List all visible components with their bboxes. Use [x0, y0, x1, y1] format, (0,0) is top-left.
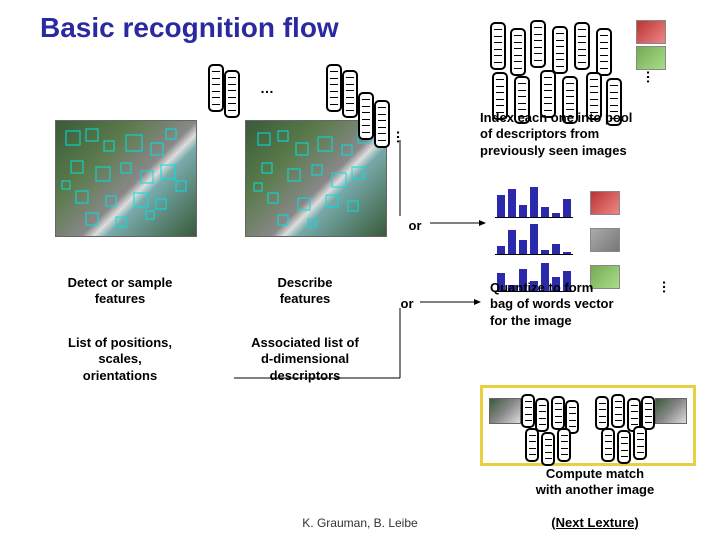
descriptor-vec: [551, 396, 565, 430]
list-pos-label: List of positions,scales,orientations: [40, 335, 200, 384]
descriptor-vec: [510, 28, 526, 76]
descriptor-vec: [641, 396, 655, 430]
ellipsis-pool: …: [644, 70, 660, 84]
descriptor-vec: [224, 70, 240, 118]
describe-label: Describefeatures: [235, 275, 375, 308]
descriptor-vec: [601, 428, 615, 462]
descriptor-vec: [530, 20, 546, 68]
descriptor-vec: [342, 70, 358, 118]
detect-label: Detect or samplefeatures: [40, 275, 200, 308]
descriptor-vec: [358, 92, 374, 140]
ellipsis-descs-v: …: [394, 130, 410, 144]
histogram-thumb: [590, 228, 620, 252]
or-label-1: or: [400, 218, 430, 234]
panda-image-left: [55, 120, 197, 237]
feature-overlay-left: [56, 121, 196, 236]
descriptor-vec: [374, 100, 390, 148]
match-box: [480, 385, 696, 466]
descriptor-vec: [611, 394, 625, 428]
thumb-pool-2: [636, 46, 666, 70]
histogram: [495, 222, 573, 255]
descriptor-vec: [595, 396, 609, 430]
quantize-label: Quantize to formbag of words vectorfor t…: [490, 280, 680, 329]
descriptor-vec: [326, 64, 342, 112]
descriptor-vec: [617, 430, 631, 464]
match-thumb-right: [655, 398, 687, 424]
histogram: [495, 185, 573, 218]
descriptor-vec: [574, 22, 590, 70]
descriptor-vec: [535, 398, 549, 432]
descriptor-vec: [490, 22, 506, 70]
or-label-2: or: [392, 296, 422, 312]
descriptor-vec: [208, 64, 224, 112]
page-title: Basic recognition flow: [40, 12, 339, 44]
histogram-thumb: [590, 191, 620, 215]
descriptor-vec: [525, 428, 539, 462]
ellipsis-descs: …: [260, 80, 274, 96]
match-thumb-left: [489, 398, 521, 424]
descriptor-vec: [557, 428, 571, 462]
thumb-pool-1: [636, 20, 666, 44]
index-pool-text: Index each one into poolof descriptors f…: [480, 110, 690, 159]
descriptor-vec: [552, 26, 568, 74]
assoc-label: Associated list ofd-dimensionaldescripto…: [225, 335, 385, 384]
descriptor-vec: [541, 432, 555, 466]
descriptor-vec: [596, 28, 612, 76]
descriptor-vec: [633, 426, 647, 460]
descriptor-vec: [521, 394, 535, 428]
compute-match-text: Compute matchwith another image: [536, 466, 654, 497]
footer-credit: K. Grauman, B. Leibe: [0, 516, 720, 530]
